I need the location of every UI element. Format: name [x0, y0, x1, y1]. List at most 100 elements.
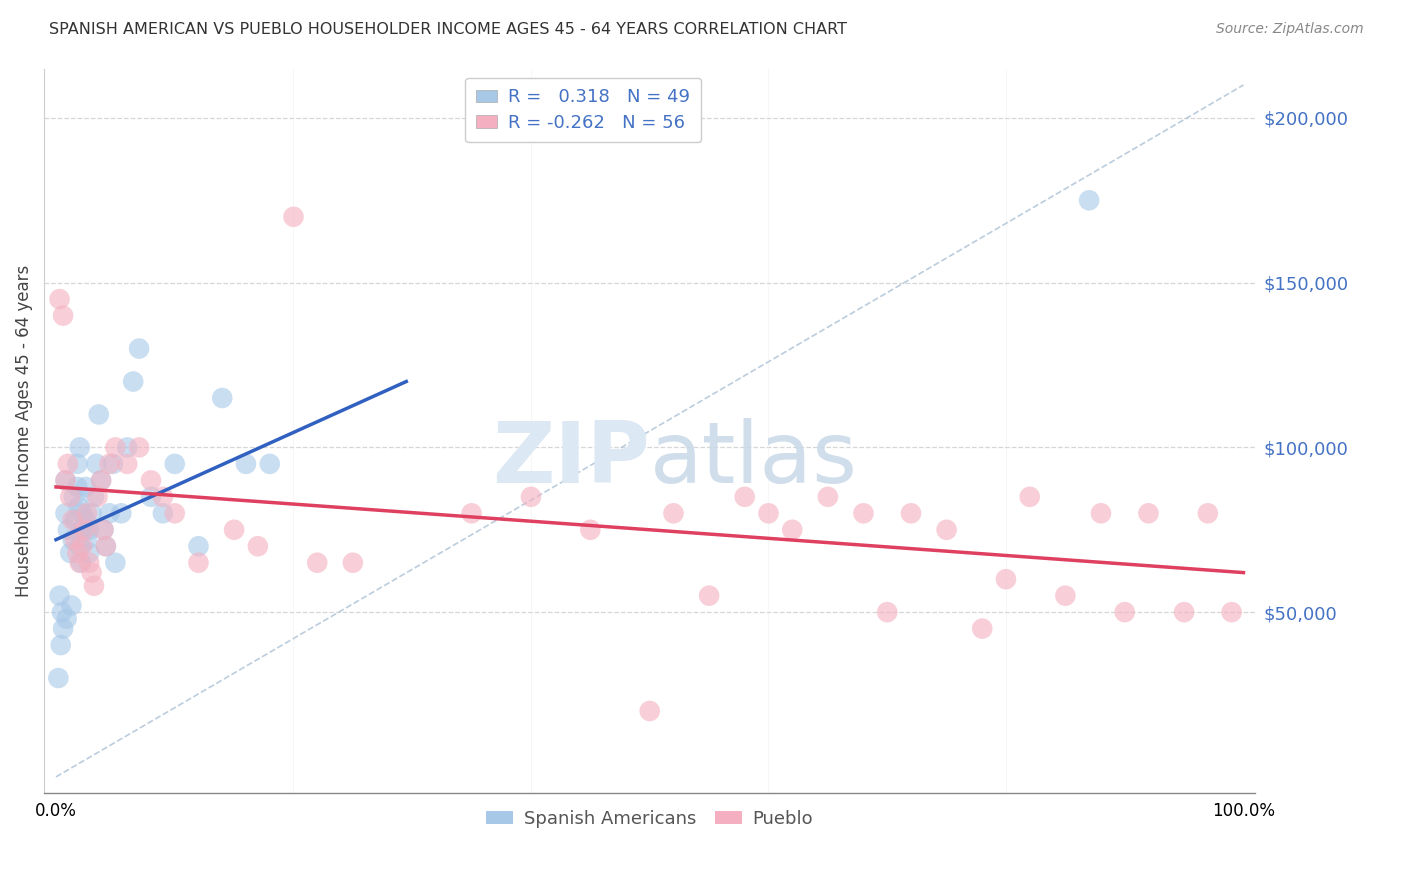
Point: [115, 457, 138, 471]
Point: [211, 391, 233, 405]
Point: [972, 622, 994, 636]
Point: [1114, 605, 1136, 619]
Point: [579, 523, 602, 537]
Point: [662, 506, 685, 520]
Point: [94, 539, 117, 553]
Point: [128, 342, 150, 356]
Point: [101, 457, 124, 471]
Point: [852, 506, 875, 520]
Point: [76, 533, 98, 547]
Point: [66, 457, 89, 471]
Point: [307, 556, 329, 570]
Point: [139, 490, 162, 504]
Point: [817, 490, 839, 504]
Point: [935, 523, 957, 537]
Point: [83, 490, 105, 504]
Point: [77, 556, 100, 570]
Point: [72, 523, 94, 537]
Point: [77, 523, 100, 537]
Point: [51, 605, 73, 619]
Point: [163, 506, 186, 520]
Point: [59, 490, 82, 504]
Point: [104, 556, 127, 570]
Point: [1173, 605, 1195, 619]
Point: [70, 556, 93, 570]
Point: [75, 513, 97, 527]
Point: [152, 506, 174, 520]
Point: [1137, 506, 1160, 520]
Point: [900, 506, 922, 520]
Point: [224, 523, 246, 537]
Point: [55, 474, 77, 488]
Point: [70, 506, 93, 520]
Point: [758, 506, 780, 520]
Point: [283, 210, 305, 224]
Point: [69, 556, 91, 570]
Point: [66, 480, 89, 494]
Point: [62, 533, 84, 547]
Point: [75, 480, 97, 494]
Point: [56, 523, 79, 537]
Y-axis label: Householder Income Ages 45 - 64 years: Householder Income Ages 45 - 64 years: [15, 265, 32, 597]
Point: [69, 539, 91, 553]
Point: [73, 523, 96, 537]
Point: [77, 546, 100, 560]
Point: [139, 474, 162, 488]
Point: [55, 474, 77, 488]
Point: [1197, 506, 1219, 520]
Point: [49, 638, 72, 652]
Text: ZIP: ZIP: [492, 418, 650, 501]
Point: [62, 513, 84, 527]
Point: [246, 539, 269, 553]
Point: [235, 457, 257, 471]
Point: [48, 671, 70, 685]
Point: [1018, 490, 1040, 504]
Point: [86, 457, 108, 471]
Point: [93, 523, 115, 537]
Point: [1078, 194, 1101, 208]
Point: [70, 539, 93, 553]
Point: [55, 612, 77, 626]
Point: [67, 500, 90, 514]
Legend: Spanish Americans, Pueblo: Spanish Americans, Pueblo: [479, 803, 821, 835]
Point: [55, 506, 77, 520]
Point: [342, 556, 364, 570]
Point: [1220, 605, 1243, 619]
Point: [734, 490, 756, 504]
Point: [187, 539, 209, 553]
Point: [259, 457, 281, 471]
Point: [86, 490, 108, 504]
Point: [110, 506, 132, 520]
Point: [1090, 506, 1112, 520]
Point: [56, 457, 79, 471]
Point: [520, 490, 543, 504]
Point: [104, 441, 127, 455]
Point: [1054, 589, 1077, 603]
Point: [697, 589, 720, 603]
Point: [52, 622, 75, 636]
Point: [69, 441, 91, 455]
Point: [62, 490, 84, 504]
Point: [59, 546, 82, 560]
Point: [780, 523, 803, 537]
Point: [460, 506, 482, 520]
Point: [638, 704, 661, 718]
Point: [60, 599, 83, 613]
Point: [152, 490, 174, 504]
Point: [122, 375, 145, 389]
Point: [63, 513, 86, 527]
Point: [83, 579, 105, 593]
Point: [93, 523, 115, 537]
Point: [187, 556, 209, 570]
Point: [80, 506, 103, 520]
Point: [128, 441, 150, 455]
Text: atlas: atlas: [650, 418, 858, 501]
Point: [76, 506, 98, 520]
Point: [90, 474, 112, 488]
Point: [94, 539, 117, 553]
Point: [876, 605, 898, 619]
Point: [80, 566, 103, 580]
Point: [994, 572, 1017, 586]
Point: [98, 457, 121, 471]
Point: [52, 309, 75, 323]
